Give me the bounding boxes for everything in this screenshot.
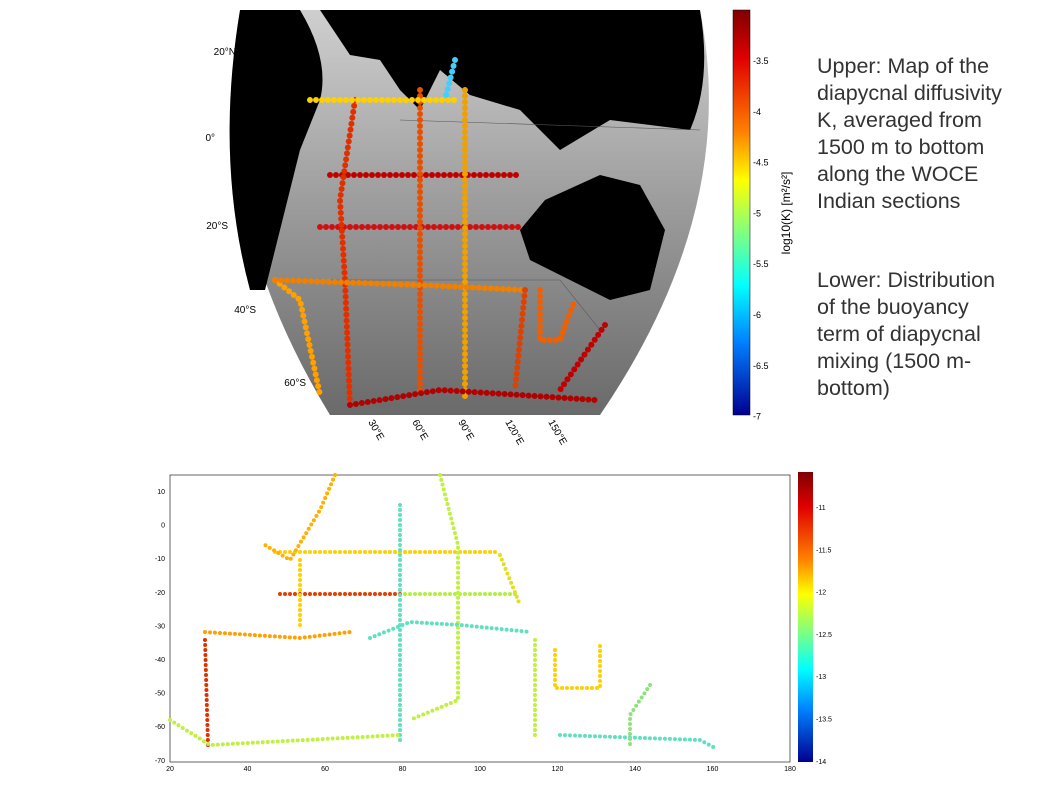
land-asia	[320, 10, 705, 150]
caption-line: along the WOCE	[817, 162, 979, 186]
y-tick-label: -50	[155, 691, 165, 698]
y-tick-label: -60	[155, 724, 165, 731]
track	[272, 277, 323, 398]
track	[168, 718, 402, 748]
colorbar-tick-label: -14	[816, 759, 826, 766]
track	[537, 287, 578, 343]
plot-frame	[169, 474, 791, 763]
track	[558, 733, 717, 750]
x-tick-label: 140	[629, 766, 641, 773]
x-tick-label: 60	[321, 766, 329, 773]
x-tick-label: 160	[707, 766, 719, 773]
track	[553, 643, 602, 690]
x-tick-label: 120	[552, 766, 564, 773]
colorbar-tick-label: -5	[753, 208, 761, 218]
track	[512, 287, 528, 393]
track	[203, 630, 352, 641]
x-tick-label: 20	[166, 766, 174, 773]
colorbar-tick-label: -5.5	[753, 259, 769, 269]
x-tick-label: 180	[784, 766, 796, 773]
lon-label: 60°E	[409, 418, 430, 443]
y-tick-label: 10	[157, 489, 165, 496]
colorbar-tick-label: -4.5	[753, 158, 769, 168]
caption-line: diapycnal diffusivity	[817, 81, 1002, 105]
x-tick-label: 80	[399, 766, 407, 773]
caption-lower: Lower: Distribution of the buoyancy term o…	[817, 267, 1047, 402]
caption-upper: Upper: Map of the diapycnal diffusivity K,…	[817, 53, 1047, 215]
graticule	[330, 119, 701, 331]
lon-label: 30°E	[365, 418, 386, 443]
track	[336, 97, 358, 408]
x-tick-labels: 20 40 60 80 100 120 140 160 180	[166, 766, 796, 773]
colorbar-tick-label: -6.5	[753, 361, 769, 371]
lon-label: 120°E	[502, 418, 525, 447]
lat-labels: 20°N 0° 20°S 40°S 60°S	[205, 47, 306, 389]
caption-line: Lower: Distribution	[817, 268, 996, 292]
y-tick-label: -40	[155, 657, 165, 664]
colorbar-tick-label: -3.5	[753, 56, 769, 66]
caption-line: Upper: Map of the	[817, 54, 990, 78]
track	[628, 683, 652, 747]
y-tick-labels: 10 0 -10 -20 -30 -40 -50 -60 -70	[155, 489, 165, 765]
colorbar	[732, 9, 751, 416]
colorbar-ticks: -11 -11.5 -12 -12.5 -13 -13.5 -14	[816, 505, 832, 766]
colorbar-tick-label: -6	[753, 310, 761, 320]
lat-label: 20°S	[206, 221, 228, 232]
track	[368, 619, 532, 640]
caption-line: Indian sections	[817, 189, 961, 213]
tracks	[168, 473, 717, 750]
lat-label: 40°S	[234, 305, 256, 316]
y-tick-label: -10	[155, 556, 165, 563]
caption-line: 1500 m to bottom	[817, 135, 985, 159]
caption-line: of the buoyancy	[817, 295, 969, 319]
track	[498, 553, 522, 607]
colorbar-tick-label: -12	[816, 590, 826, 597]
colorbar-tick-label: -11.5	[816, 547, 832, 554]
land-africa	[229, 10, 323, 290]
track	[263, 473, 337, 563]
colorbar-tick-label: -13	[816, 674, 826, 681]
track	[347, 386, 598, 408]
colorbar-tick-label: -12.5	[816, 632, 832, 639]
upper-map	[229, 10, 709, 415]
lon-label: 90°E	[455, 418, 476, 443]
caption-line: term of diapycnal	[817, 322, 981, 346]
colorbar	[798, 472, 813, 762]
y-tick-label: -70	[155, 758, 165, 765]
y-tick-label: -20	[155, 590, 165, 597]
colorbar-tick-label: -13.5	[816, 717, 832, 724]
x-tick-label: 100	[474, 766, 486, 773]
colorbar-label: log10(K) [m²/s²]	[779, 172, 793, 255]
caption-line: K, averaged from	[817, 108, 982, 132]
lat-label: 20°N	[214, 47, 236, 58]
land-australia	[520, 175, 665, 300]
caption-line: bottom)	[817, 376, 890, 400]
lat-label: 0°	[205, 133, 215, 144]
track	[442, 57, 458, 103]
x-tick-label: 40	[244, 766, 252, 773]
colorbar-ticks: -3.5 -4 -4.5 -5 -5.5 -6 -6.5 -7	[753, 56, 769, 422]
track	[408, 473, 460, 722]
track	[557, 322, 608, 393]
track	[272, 277, 528, 293]
lon-labels: 30°E 60°E 90°E 120°E 150°E	[365, 418, 568, 447]
y-tick-label: 0	[161, 523, 165, 530]
colorbar-tick-label: -4	[753, 107, 761, 117]
caption-line: mixing (1500 m-	[817, 349, 972, 373]
colorbar-tick-label: -7	[753, 412, 761, 422]
y-tick-label: -30	[155, 623, 165, 630]
colorbar-tick-label: -11	[816, 505, 826, 512]
lat-label: 60°S	[284, 378, 306, 389]
lon-label: 150°E	[545, 418, 568, 447]
